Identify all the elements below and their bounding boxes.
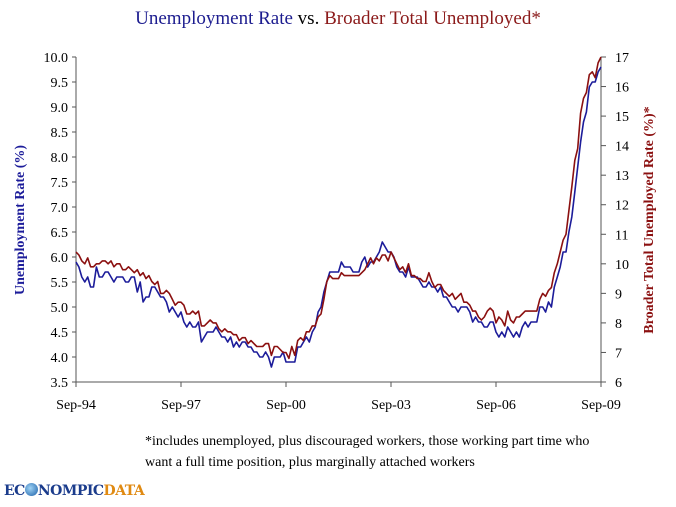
- y-left-tick-label: 4.5: [51, 326, 69, 341]
- series-line-broader-unemployed: [75, 56, 602, 360]
- y-left-tick-label: 4.0: [51, 351, 69, 366]
- y-right-tick-label: 10: [615, 258, 629, 273]
- y-right-tick-label: 13: [615, 169, 629, 184]
- y-right-tick-label: 6: [615, 376, 622, 391]
- logo: EC NOMPICDATA: [4, 483, 145, 499]
- y-left-tick-label: 8.5: [51, 126, 69, 141]
- y-left-tick-label: 6.0: [51, 251, 69, 266]
- chart-title: Unemployment Rate vs. Broader Total Unem…: [0, 8, 676, 30]
- y-right-tick-label: 14: [615, 140, 629, 155]
- y-axis-right-label: Broader Total Unemployed Rate (%)*: [642, 106, 657, 333]
- title-vs: vs.: [292, 8, 325, 29]
- y-right-tick-label: 15: [615, 110, 629, 125]
- x-tick-label: Sep-06: [476, 398, 516, 413]
- y-left-tick-label: 7.5: [51, 176, 69, 191]
- chart: 3.5 4.0 4.5 5.0 5.5 6.0 6.5 7.0 7.5 8.0 8.5 9.0 9.5 1…: [13, 51, 657, 413]
- y-left-tick-label: 9.5: [51, 76, 69, 91]
- footnote-line-1: *includes unemployed, plus discouraged w…: [145, 434, 590, 449]
- footnote: *includes unemployed, plus discouraged w…: [145, 431, 589, 473]
- y-left-tick-label: 5.0: [51, 301, 69, 316]
- x-tick-label: Sep-00: [266, 398, 306, 413]
- y-left-tick-label: 5.5: [51, 276, 69, 291]
- y-left-tick-label: 3.5: [51, 376, 69, 391]
- title-series-left: Unemployment Rate: [135, 8, 293, 29]
- title-series-right: Broader Total Unemployed*: [324, 8, 541, 29]
- x-tick-label: Sep-97: [161, 398, 201, 413]
- y-right-tick-label: 11: [615, 228, 628, 243]
- y-right-tick-label: 9: [615, 287, 622, 302]
- y-right-tick-label: 17: [615, 51, 629, 66]
- series-line-unemployment-rate: [75, 66, 602, 368]
- y-right-tick-label: 16: [615, 81, 629, 96]
- x-tick-label: Sep-03: [371, 398, 411, 413]
- x-tick-label: Sep-09: [581, 398, 621, 413]
- footnote-line-2: want a full time position, plus marginal…: [145, 455, 475, 470]
- y-left-tick-label: 10.0: [44, 51, 69, 66]
- axes: 3.5 4.0 4.5 5.0 5.5 6.0 6.5 7.0 7.5 8.0 8.5 9.0 9.5 1…: [44, 51, 630, 413]
- series-lines: [75, 56, 602, 368]
- y-left-tick-label: 8.0: [51, 151, 69, 166]
- y-left-tick-label: 6.5: [51, 226, 69, 241]
- y-left-tick-label: 9.0: [51, 101, 69, 116]
- y-right-tick-label: 12: [615, 199, 629, 214]
- globe-icon: [24, 483, 38, 496]
- y-axis-left-label: Unemployment Rate (%): [13, 145, 28, 295]
- x-tick-label: Sep-94: [56, 398, 96, 413]
- y-right-tick-label: 7: [615, 346, 622, 361]
- y-left-tick-label: 7.0: [51, 201, 69, 216]
- y-right-tick-label: 8: [615, 317, 622, 332]
